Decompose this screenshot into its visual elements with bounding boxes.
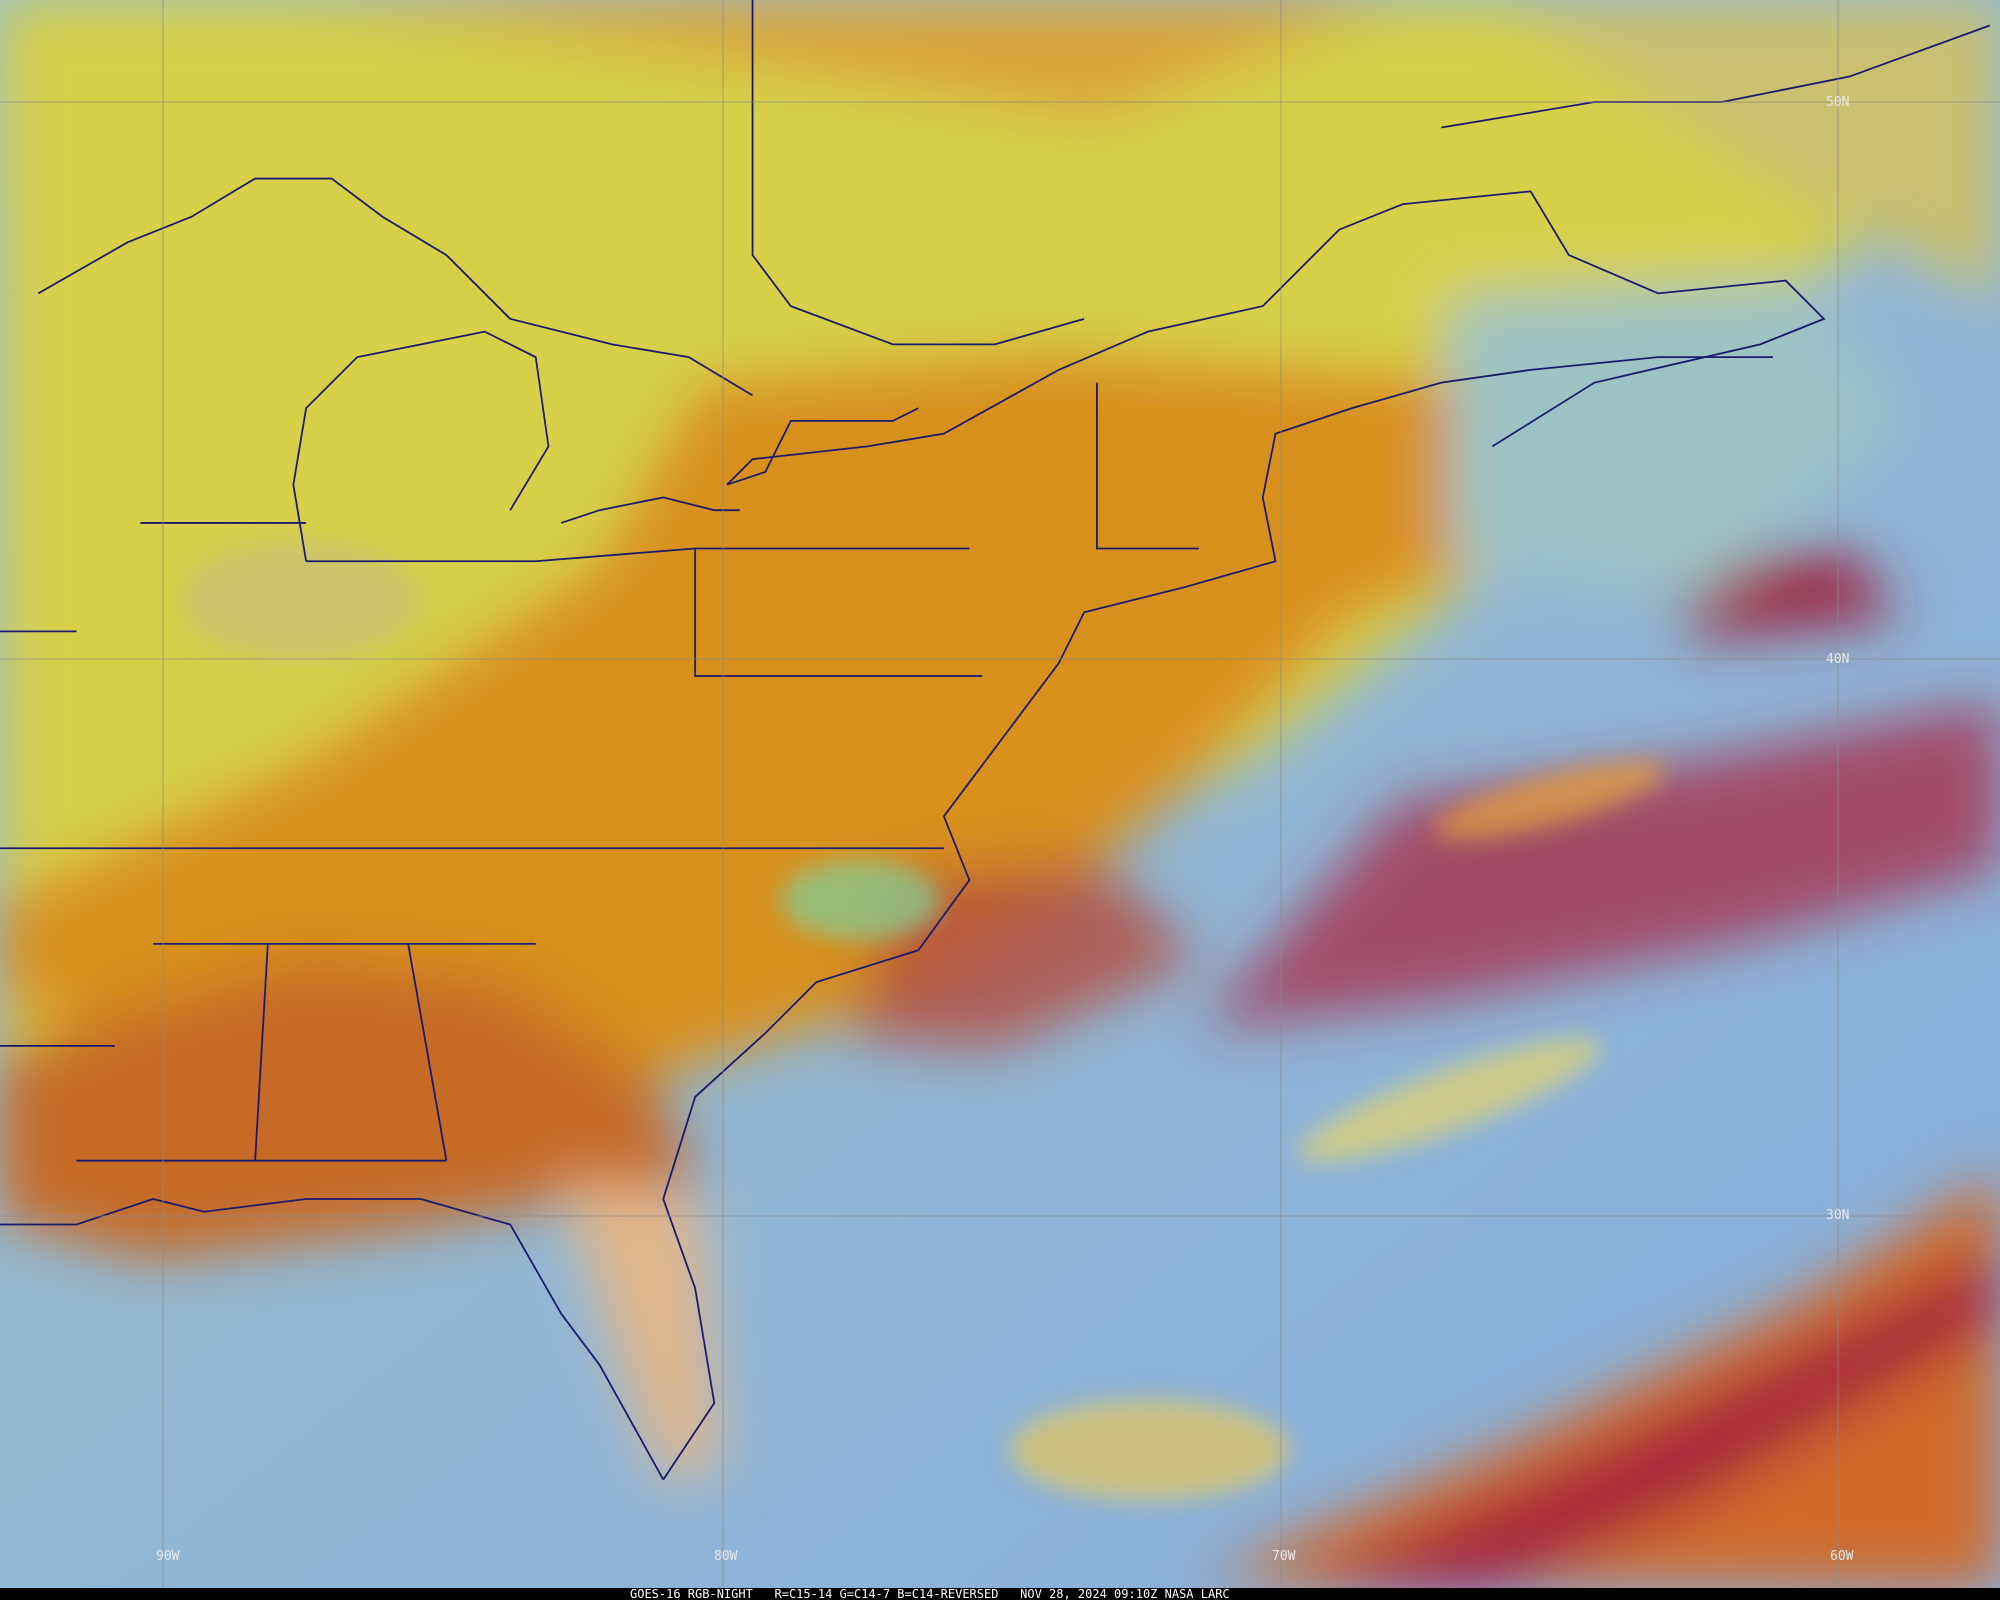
longitude-label: 70W — [1272, 1549, 1296, 1564]
footer-caption: GOES-16 RGB-NIGHT R=C15-14 G=C14-7 B=C14… — [630, 1587, 1230, 1600]
footer-bar — [0, 1588, 2000, 1600]
latitude-label: 50N — [1826, 95, 1849, 110]
latitude-label: 30N — [1826, 1208, 1849, 1223]
longitude-label: 90W — [156, 1549, 180, 1564]
cloud-detail — [180, 540, 1667, 1500]
longitude-label: 60W — [1830, 1549, 1854, 1564]
boundaries — [0, 0, 1991, 1481]
latitude-label: 40N — [1826, 652, 1849, 667]
longitude-label: 80W — [714, 1549, 738, 1564]
